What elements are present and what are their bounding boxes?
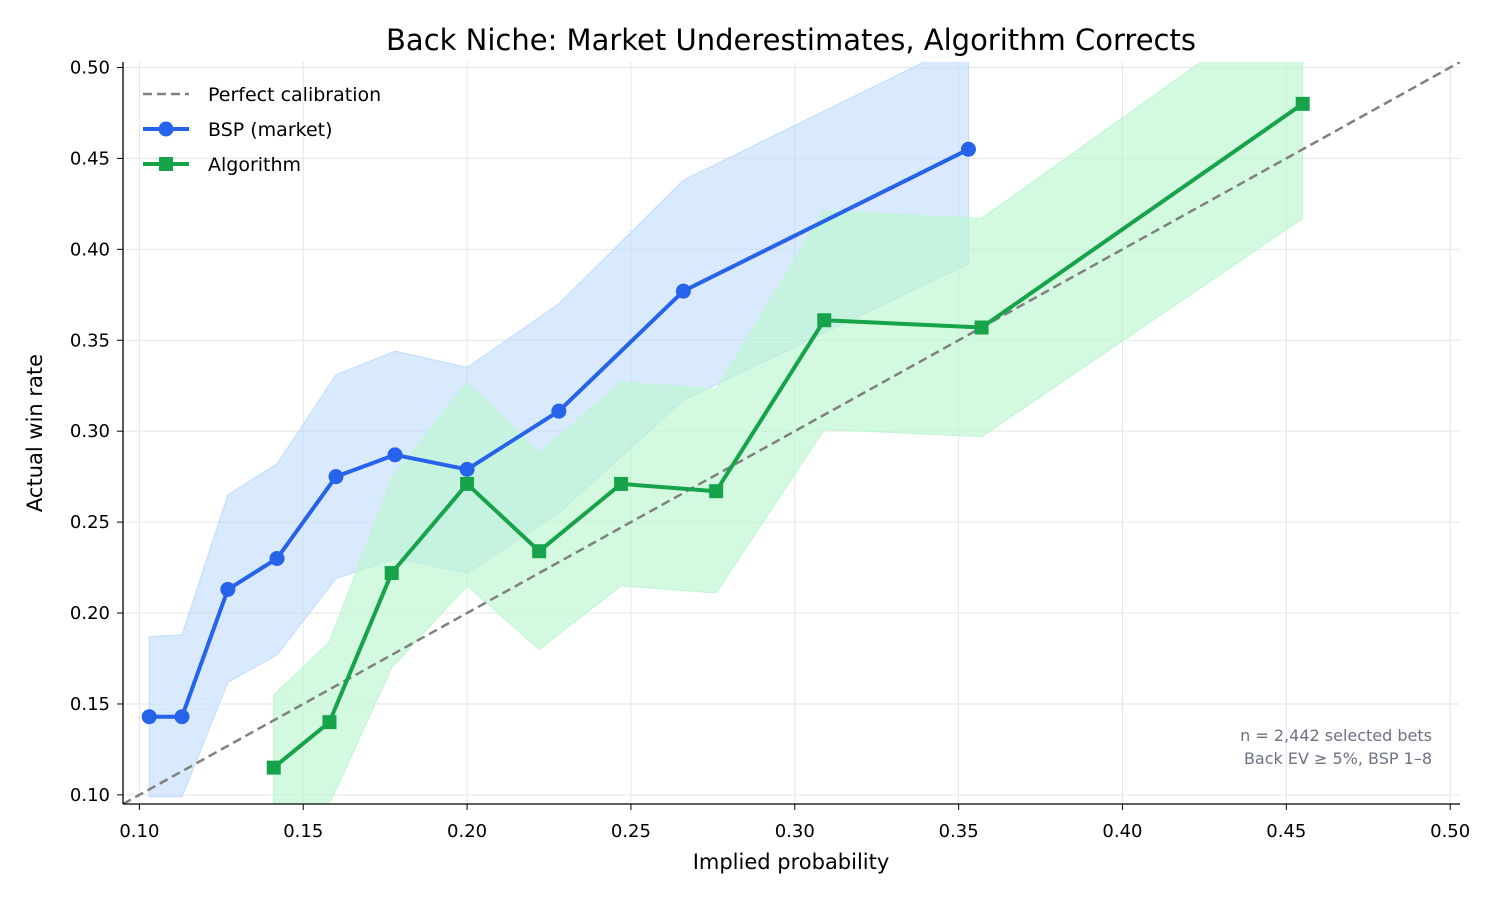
- bsp-market-point: [174, 709, 190, 725]
- axes: [122, 62, 1460, 805]
- y-tick-label: 0.25: [70, 512, 110, 533]
- annotation-line-1: n = 2,442 selected bets: [1240, 726, 1432, 745]
- bsp-market-point: [328, 469, 344, 485]
- legend-marker: [159, 157, 173, 171]
- series-lines: [141, 96, 1310, 775]
- x-ticks: 0.10 0.15 0.20 0.25 0.30 0.35 0.40 0.45 0.50: [119, 804, 1470, 842]
- bsp-market-line: [149, 147, 970, 719]
- y-tick-label: 0.15: [70, 694, 110, 715]
- algorithm-point: [384, 566, 399, 581]
- algorithm-point: [817, 313, 832, 328]
- bsp-market-point: [459, 461, 475, 477]
- bsp-market-point: [387, 447, 403, 463]
- x-tick-label: 0.50: [1430, 821, 1470, 842]
- legend-label: BSP (market): [208, 119, 333, 141]
- algorithm-point: [709, 484, 724, 499]
- y-tick-label: 0.45: [70, 148, 110, 169]
- x-tick-label: 0.45: [1266, 821, 1306, 842]
- algorithm-line: [272, 102, 1304, 770]
- x-tick-label: 0.30: [775, 821, 815, 842]
- algorithm-point: [460, 476, 475, 491]
- bsp-market-point: [675, 283, 691, 299]
- x-tick-label: 0.35: [939, 821, 979, 842]
- x-tick-label: 0.20: [447, 821, 487, 842]
- algorithm-point: [974, 320, 989, 335]
- x-tick-label: 0.25: [611, 821, 651, 842]
- bsp-market-point: [141, 709, 157, 725]
- y-tick-label: 0.20: [70, 603, 110, 624]
- algorithm-point: [266, 760, 281, 775]
- algorithm-point: [532, 544, 547, 559]
- bsp-market-point: [551, 403, 567, 419]
- algorithm-point: [322, 715, 337, 730]
- legend-label: Algorithm: [208, 154, 301, 176]
- y-tick-label: 0.30: [70, 421, 110, 442]
- y-tick-label: 0.35: [70, 330, 110, 351]
- legend-item-algorithm: Algorithm: [143, 154, 301, 176]
- x-tick-label: 0.10: [119, 821, 159, 842]
- bsp-market-point: [220, 581, 236, 597]
- y-tick-label: 0.10: [70, 785, 110, 806]
- x-tick-label: 0.40: [1102, 821, 1142, 842]
- algorithm-point: [1295, 96, 1310, 111]
- annotation-line-2: Back EV ≥ 5%, BSP 1–8: [1244, 749, 1432, 768]
- sample-annotation: n = 2,442 selected bets Back EV ≥ 5%, BS…: [1240, 726, 1432, 768]
- x-tick-label: 0.15: [283, 821, 323, 842]
- chart-title: Back Niche: Market Underestimates, Algor…: [386, 23, 1196, 57]
- x-axis-label: Implied probability: [693, 850, 890, 874]
- y-ticks: 0.10 0.15 0.20 0.25 0.30 0.35 0.40 0.45 0.50: [70, 57, 123, 806]
- legend-item-perfect-calibration: Perfect calibration: [143, 84, 381, 106]
- y-tick-label: 0.50: [70, 57, 110, 78]
- bsp-market-point: [269, 550, 285, 566]
- y-axis-label: Actual win rate: [23, 354, 47, 512]
- legend: Perfect calibration BSP (market) Algorithm: [143, 84, 381, 176]
- bsp-market-point: [960, 141, 976, 157]
- legend-marker: [158, 121, 174, 137]
- y-tick-label: 0.40: [70, 239, 110, 260]
- algorithm-point: [614, 476, 629, 491]
- legend-item-bsp-market: BSP (market): [143, 119, 333, 141]
- legend-label: Perfect calibration: [208, 84, 381, 106]
